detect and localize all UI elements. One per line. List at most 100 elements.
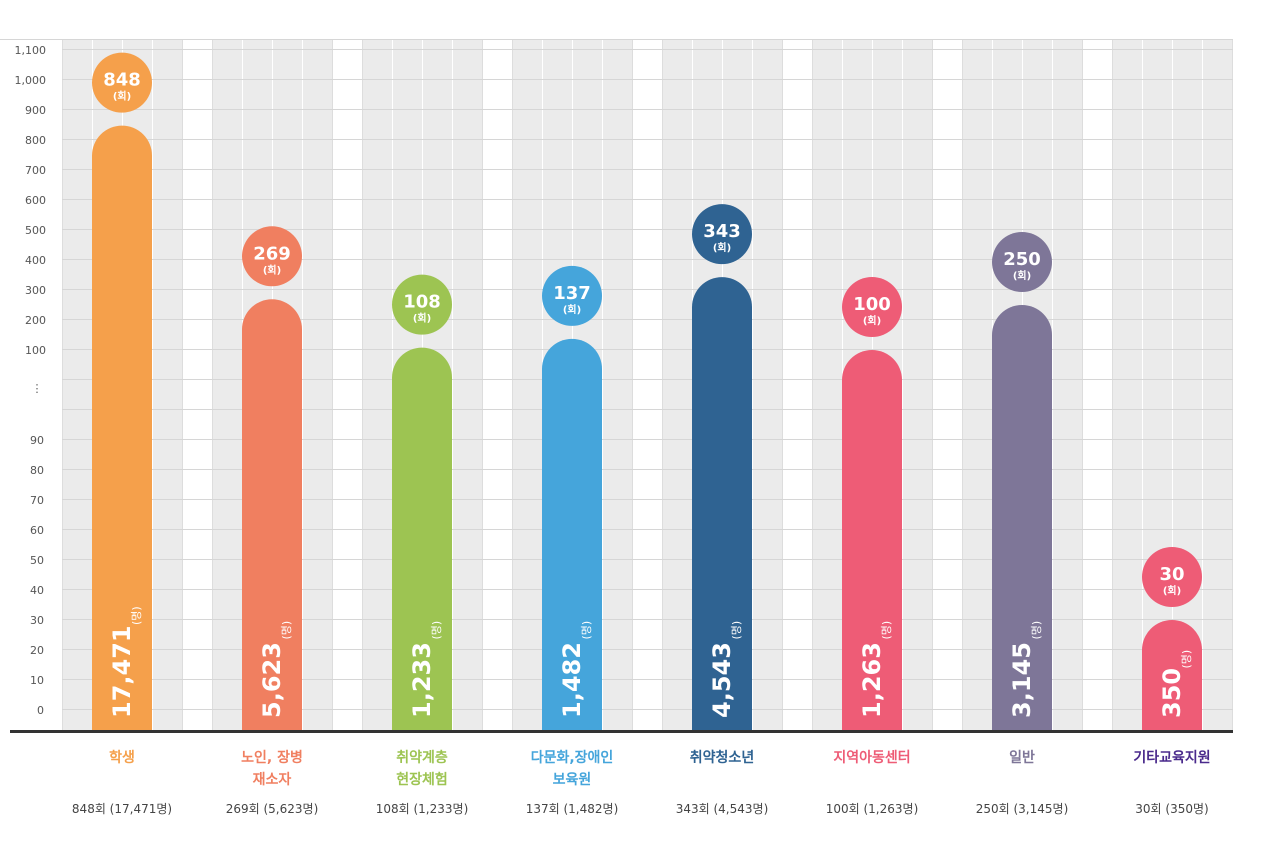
sessions-unit: (회) — [1163, 584, 1181, 597]
y-tick-label: 900 — [25, 104, 46, 117]
people-label: 4,543 (명) — [708, 621, 743, 718]
sessions-bubble — [392, 274, 452, 335]
people-unit: (명) — [880, 621, 893, 640]
y-tick-label: 70 — [30, 494, 44, 507]
y-tick-label: 400 — [25, 254, 46, 267]
sessions-unit: (회) — [863, 314, 881, 327]
category-summary: 848회 (17,471명) — [72, 802, 172, 816]
y-tick-label: 80 — [30, 464, 44, 477]
category-label: 기타교육지원 — [1133, 750, 1210, 766]
sessions-bubble — [992, 232, 1052, 292]
people-unit: (명) — [1030, 621, 1043, 640]
sessions-value: 108 — [403, 292, 441, 313]
people-label: 350(명) — [1158, 650, 1193, 718]
y-tick-label: 60 — [30, 524, 44, 537]
people-value: 1,263 — [858, 642, 886, 718]
people-value: 5,623 — [258, 642, 286, 718]
category-label: 일반 — [1009, 749, 1035, 766]
bar — [1142, 620, 1202, 730]
sessions-value: 137 — [553, 283, 591, 304]
people-unit: (명) — [130, 606, 143, 625]
people-unit: (명) — [580, 621, 593, 640]
people-label: 17,471(명) — [108, 606, 143, 718]
y-tick-label: 30 — [30, 614, 44, 627]
people-value: 350 — [1158, 668, 1186, 718]
sessions-bubble — [692, 204, 752, 265]
y-axis-ticks: 100 200 300 400 500 600 700 800 900 1,000 1,100 0 10… — [15, 44, 47, 717]
people-label: 1,233 (명) — [408, 621, 443, 718]
sessions-unit: (회) — [113, 90, 131, 103]
category-label: 지역아동센터 — [833, 749, 910, 766]
bar — [692, 277, 752, 730]
category-label: 현장체험 — [396, 771, 448, 788]
category-summary: 30회 (350명) — [1135, 802, 1208, 816]
y-tick-label: 100 — [25, 344, 46, 357]
people-value: 3,145 — [1008, 642, 1036, 718]
sessions-bubble — [1142, 547, 1202, 607]
y-tick-label: 10 — [30, 674, 44, 687]
bar — [992, 305, 1052, 730]
sessions-value: 269 — [253, 243, 291, 264]
sessions-bubble — [842, 277, 902, 337]
y-tick-label: 800 — [25, 134, 46, 147]
sessions-value: 100 — [853, 294, 891, 315]
x-axis-line — [10, 730, 1233, 733]
y-tick-label: 500 — [25, 224, 46, 237]
people-unit: (명) — [430, 621, 443, 640]
people-unit: (명) — [280, 621, 293, 640]
people-label: 1,263 (명) — [858, 621, 893, 718]
sessions-value: 30 — [1159, 564, 1184, 585]
category-label: 학생 — [109, 750, 135, 766]
category-label: 다문화,장애인 — [531, 749, 614, 766]
bar — [542, 338, 602, 730]
sessions-unit: (회) — [563, 303, 581, 316]
sessions-bubble — [542, 265, 602, 326]
sessions-unit: (회) — [1013, 269, 1031, 282]
sessions-unit: (회) — [413, 312, 431, 325]
bar — [392, 347, 452, 730]
y-tick-label: 1,100 — [15, 44, 47, 57]
category-summary: 108회 (1,233명) — [376, 802, 469, 816]
y-tick-label: 40 — [30, 584, 44, 597]
people-label: 1,482 (명) — [558, 621, 593, 718]
y-tick-label: 50 — [30, 554, 44, 567]
bars: 848(회)17,471(명)269(회)5,623(명)108(회)1,233… — [92, 52, 1202, 731]
category-label: 노인, 장병 — [241, 749, 303, 766]
category-summary: 137회 (1,482명) — [526, 802, 619, 816]
people-value: 4,543 — [708, 642, 736, 718]
sessions-value: 343 — [703, 221, 741, 242]
y-tick-label: 300 — [25, 284, 46, 297]
people-label: 3,145 (명) — [1008, 621, 1043, 718]
sessions-bubble — [242, 226, 302, 287]
y-tick-label: 700 — [25, 164, 46, 177]
y-tick-label: 200 — [25, 314, 46, 327]
category-label: 취약청소년 — [690, 749, 754, 766]
category-label: 재소자 — [253, 772, 292, 788]
sessions-unit: (회) — [263, 263, 281, 276]
y-tick-label: 90 — [30, 434, 44, 447]
people-value: 1,482 — [558, 642, 586, 718]
category-summary: 343회 (4,543명) — [676, 802, 769, 816]
people-unit: (명) — [730, 621, 743, 640]
sessions-value: 848 — [103, 70, 141, 91]
bar — [92, 125, 152, 731]
sessions-bubble — [92, 52, 152, 113]
category-label: 보육원 — [553, 772, 592, 788]
people-unit: (명) — [1180, 650, 1193, 669]
people-value: 17,471 — [108, 625, 136, 718]
sessions-unit: (회) — [713, 241, 731, 254]
category-summary: 100회 (1,263명) — [826, 802, 919, 816]
y-tick-label: 600 — [25, 194, 46, 207]
category-summary: 269회 (5,623명) — [226, 802, 319, 816]
sessions-value: 250 — [1003, 249, 1041, 270]
bar — [842, 350, 902, 730]
people-label: 5,623 (명) — [258, 621, 293, 718]
y-tick-label: 20 — [30, 644, 44, 657]
people-value: 1,233 — [408, 642, 436, 718]
axis-break-mark: ⋮ — [32, 382, 43, 395]
category-label: 취약계층 — [396, 749, 448, 766]
bar — [242, 299, 302, 730]
y-tick-label: 1,000 — [15, 74, 47, 87]
